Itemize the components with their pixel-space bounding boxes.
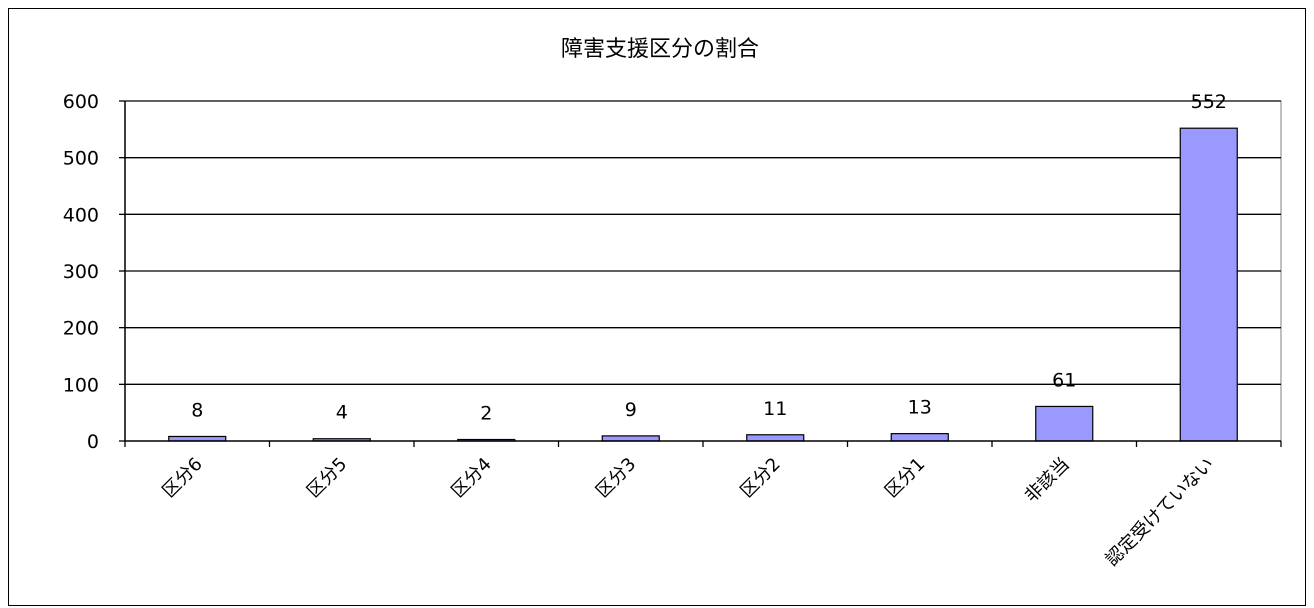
bar: [746, 434, 805, 442]
category-label: 区分6: [158, 454, 206, 502]
category-label: 区分4: [447, 454, 495, 502]
y-tick-label: 0: [87, 431, 99, 453]
y-tick-label: 400: [63, 204, 99, 226]
data-label: 61: [1052, 369, 1076, 391]
category-label: 区分1: [881, 454, 929, 502]
chart-title: 障害支援区分の割合: [561, 37, 759, 62]
bar: [890, 433, 949, 442]
bar: [1035, 405, 1094, 442]
category-label: 区分5: [303, 454, 351, 502]
data-label: 552: [1191, 91, 1227, 113]
category-label: 区分3: [592, 454, 640, 502]
category-label: 区分2: [736, 454, 784, 502]
data-label: 13: [908, 397, 932, 419]
data-label: 8: [191, 399, 203, 421]
gridlines: [124, 100, 1282, 442]
y-tick-label: 600: [63, 91, 99, 113]
y-axis: 0 100 200 300 400 500 600: [63, 91, 126, 453]
category-label: 認定受けていない: [1102, 454, 1219, 571]
chart-frame: 障害支援区分の割合 0 100 200 300 400 500 600 8 4 2 9 11 13 61…: [8, 8, 1306, 606]
y-tick-label: 200: [63, 318, 99, 340]
data-label: 4: [336, 402, 348, 424]
bar: [601, 435, 660, 442]
bars: 8 4 2 9 11 13 61 552: [168, 91, 1238, 442]
bar: [1179, 127, 1238, 442]
category-label: 非該当: [1021, 454, 1074, 507]
data-label: 2: [480, 403, 492, 425]
data-label: 11: [763, 398, 787, 420]
bar-chart: 障害支援区分の割合 0 100 200 300 400 500 600 8 4 2 9 11 13 61…: [63, 37, 1282, 571]
y-tick-label: 300: [63, 261, 99, 283]
y-tick-label: 100: [63, 374, 99, 396]
y-tick-label: 500: [63, 148, 99, 170]
data-label: 9: [625, 399, 637, 421]
x-axis: 区分6 区分5 区分4 区分3 区分2 区分1 非該当 認定受けていない: [124, 440, 1282, 571]
